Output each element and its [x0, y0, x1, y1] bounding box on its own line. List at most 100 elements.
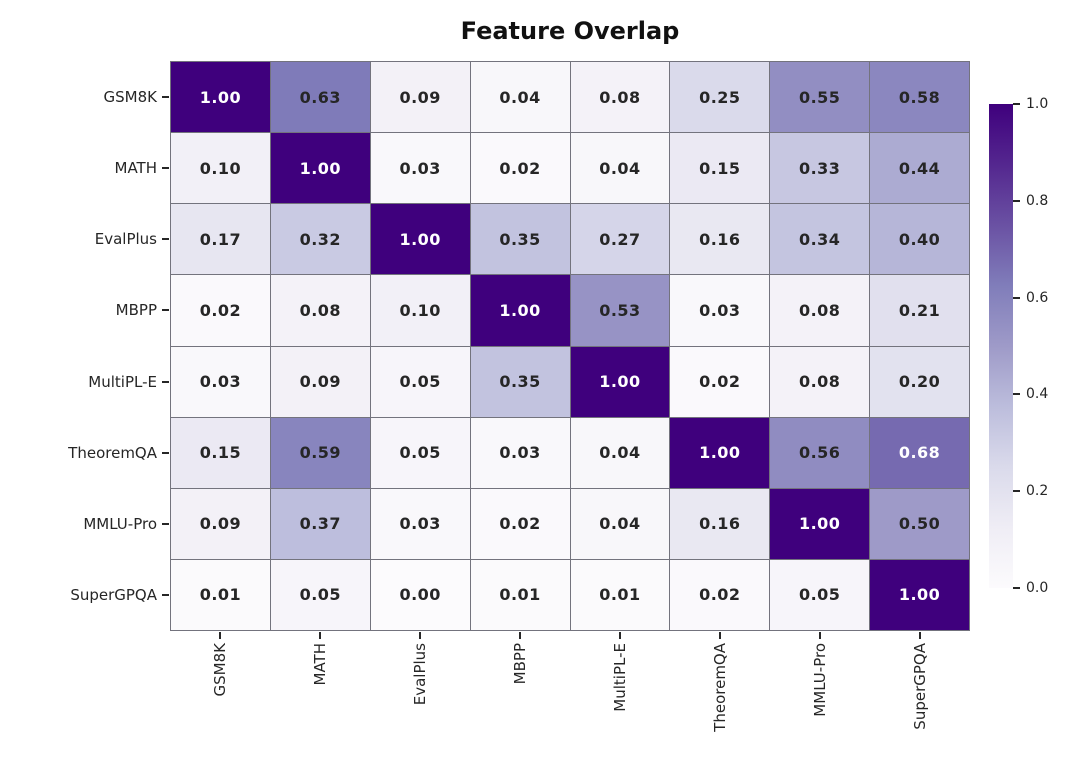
heatmap-cell: 0.02 — [470, 488, 570, 559]
y-axis-tick — [162, 451, 169, 454]
y-axis-labels: GSM8K MATH EvalPlus MBPP MultiPL-E TheoremQA M… — [0, 61, 157, 631]
x-tick-label: MultiPL-E — [611, 643, 629, 712]
y-axis-tick — [162, 166, 169, 169]
heatmap-cell: 0.27 — [570, 204, 670, 275]
heatmap-cell: 0.58 — [870, 62, 969, 133]
heatmap-cell: 0.04 — [470, 62, 570, 133]
x-tick-label: GSM8K — [211, 643, 229, 697]
heatmap-cell: 0.08 — [270, 275, 370, 346]
heatmap-cell: 0.04 — [570, 488, 670, 559]
y-tick-label: EvalPlus — [94, 230, 157, 249]
x-tick-label: MBPP — [511, 643, 529, 685]
colorbar-tick — [1013, 587, 1020, 589]
heatmap-cell: 0.00 — [370, 559, 470, 630]
heatmap-cell: 0.03 — [370, 133, 470, 204]
heatmap-cell: 0.01 — [570, 559, 670, 630]
heatmap-cell: 0.55 — [770, 62, 870, 133]
heatmap-cell: 0.09 — [370, 62, 470, 133]
x-label-cell: SuperGPQA — [870, 643, 970, 768]
x-tick-label: TheoremQA — [711, 643, 729, 732]
heatmap-cell: 0.15 — [670, 133, 770, 204]
heatmap-cell: 0.09 — [270, 346, 370, 417]
x-tick-label: SuperGPQA — [911, 643, 929, 730]
x-tick-label: MMLU-Pro — [811, 643, 829, 717]
heatmap-cell: 0.40 — [870, 204, 969, 275]
y-tick-label: MultiPL-E — [88, 372, 157, 391]
y-axis-tick — [162, 380, 169, 383]
heatmap-cell: 0.02 — [670, 346, 770, 417]
heatmap-cell: 0.63 — [270, 62, 370, 133]
y-axis-tick — [162, 523, 169, 526]
heatmap-cell: 0.03 — [171, 346, 270, 417]
heatmap-cell: 0.02 — [171, 275, 270, 346]
heatmap-cell: 0.05 — [770, 559, 870, 630]
x-label-cell: MBPP — [470, 643, 570, 768]
y-axis-tick — [162, 594, 169, 597]
x-axis-tick — [719, 632, 721, 639]
x-axis-tick — [919, 632, 921, 639]
heatmap-cell: 0.08 — [770, 275, 870, 346]
heatmap-cell: 1.00 — [470, 275, 570, 346]
colorbar-tick — [1013, 296, 1020, 299]
x-tick-label: EvalPlus — [411, 643, 429, 706]
x-label-cell: MultiPL-E — [570, 643, 670, 768]
heatmap-cell: 0.05 — [270, 559, 370, 630]
chart-title: Feature Overlap — [460, 17, 680, 45]
heatmap-cell: 1.00 — [270, 133, 370, 204]
colorbar-tick-label: 0.6 — [1026, 289, 1049, 306]
heatmap-cell: 0.05 — [370, 417, 470, 488]
heatmap-cell: 0.08 — [770, 346, 870, 417]
x-label-cell: TheoremQA — [670, 643, 770, 768]
colorbar-tick — [1013, 103, 1020, 105]
colorbar-tick — [1013, 490, 1020, 493]
heatmap-cell: 0.03 — [470, 417, 570, 488]
heatmap-cell: 1.00 — [770, 488, 870, 559]
heatmap-cell: 0.03 — [370, 488, 470, 559]
y-tick-label: MBPP — [115, 301, 157, 320]
colorbar-gradient — [989, 104, 1013, 588]
y-tick-label: MMLU-Pro — [83, 515, 157, 534]
x-axis-labels: GSM8K MATH EvalPlus MBPP MultiPL-E TheoremQA M… — [170, 643, 970, 768]
y-tick-label: MATH — [114, 158, 157, 177]
x-label-cell: MMLU-Pro — [770, 643, 870, 768]
x-axis-tick — [219, 632, 221, 639]
heatmap-cell: 0.53 — [570, 275, 670, 346]
heatmap-cell: 0.10 — [370, 275, 470, 346]
heatmap-cell: 0.16 — [670, 488, 770, 559]
heatmap-cell: 0.10 — [171, 133, 270, 204]
heatmap-cell: 0.32 — [270, 204, 370, 275]
heatmap-cell: 0.34 — [770, 204, 870, 275]
heatmap-cell: 0.37 — [270, 488, 370, 559]
heatmap-cell: 0.68 — [870, 417, 969, 488]
heatmap-cell: 0.01 — [171, 559, 270, 630]
x-axis-tick — [319, 632, 321, 639]
colorbar-tick-label: 1.0 — [1026, 96, 1049, 112]
heatmap-cell: 0.15 — [171, 417, 270, 488]
x-axis-tick — [619, 632, 621, 639]
heatmap-cell: 0.33 — [770, 133, 870, 204]
colorbar-tick-label: 0.0 — [1026, 580, 1049, 596]
x-label-cell: EvalPlus — [370, 643, 470, 768]
heatmap-cell: 0.01 — [470, 559, 570, 630]
heatmap-cell: 0.04 — [570, 133, 670, 204]
heatmap-cell: 0.25 — [670, 62, 770, 133]
heatmap-cell: 1.00 — [670, 417, 770, 488]
heatmap-cell: 0.02 — [470, 133, 570, 204]
y-axis-tick — [162, 238, 169, 241]
heatmap-cell: 0.59 — [270, 417, 370, 488]
heatmap-cell: 0.02 — [670, 559, 770, 630]
heatmap-cell: 0.09 — [171, 488, 270, 559]
colorbar-tick — [1013, 393, 1020, 396]
heatmap-cell: 0.17 — [171, 204, 270, 275]
colorbar-tick-label: 0.4 — [1026, 386, 1049, 403]
heatmap-cell: 1.00 — [171, 62, 270, 133]
heatmap-cell: 0.05 — [370, 346, 470, 417]
x-axis-tick — [419, 632, 421, 639]
heatmap-cell: 0.03 — [670, 275, 770, 346]
heatmap-grid: 1.00 0.63 0.09 0.04 0.08 0.25 0.55 0.58 0.10 1.00… — [170, 61, 970, 631]
x-axis-tick — [819, 632, 821, 639]
x-axis-tick — [519, 632, 521, 639]
colorbar-tick-label: 0.2 — [1026, 483, 1049, 500]
x-label-cell: GSM8K — [170, 643, 270, 768]
y-tick-label: SuperGPQA — [70, 586, 157, 605]
